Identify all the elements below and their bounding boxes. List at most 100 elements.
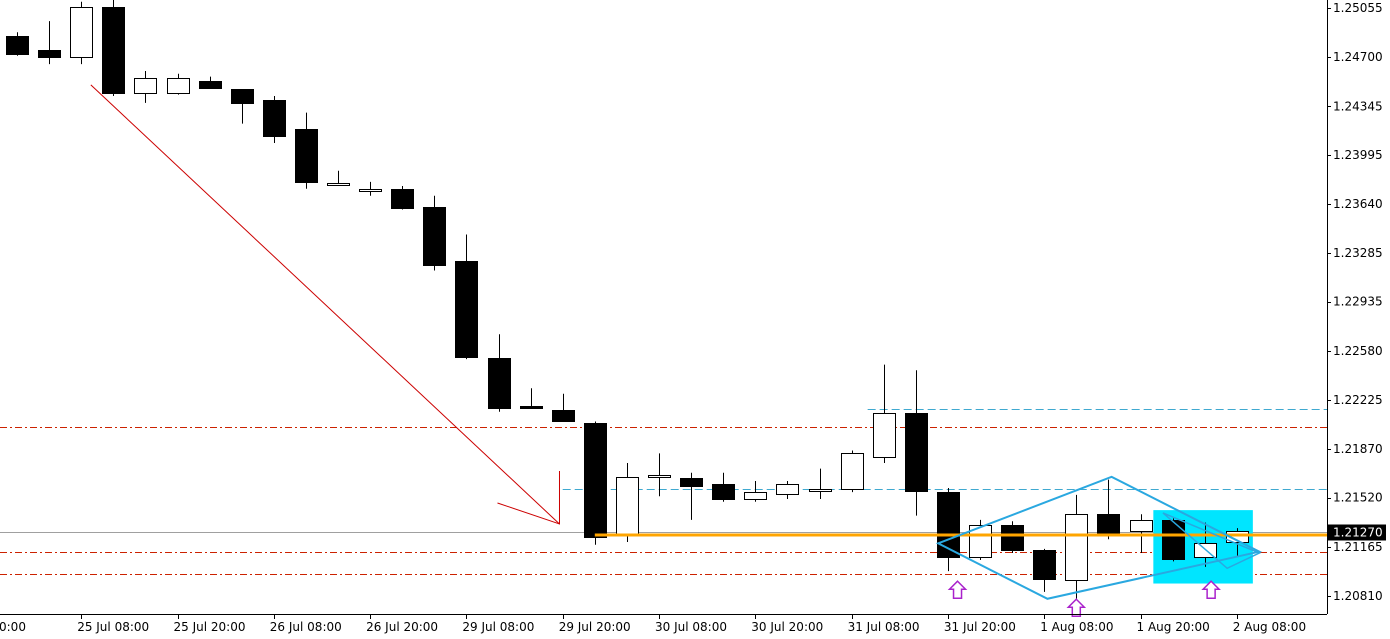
candle-body-up — [167, 78, 190, 94]
candle-32 — [1033, 548, 1056, 592]
price-tick-label: 1.24700 — [1333, 50, 1383, 64]
candle-38 — [1226, 528, 1249, 558]
diamond-pattern — [935, 475, 1263, 600]
candle-body-up — [648, 475, 671, 478]
time-tick-label: 1 Aug 08:00 — [1040, 620, 1113, 634]
candle-body-down — [1001, 525, 1024, 551]
candle-body-up — [744, 492, 767, 500]
candle-28 — [905, 370, 928, 516]
candles-layer — [6, 0, 1249, 599]
price-tick-label: 1.20810 — [1333, 589, 1383, 603]
candle-body-down — [455, 261, 478, 358]
candle-body-down — [391, 189, 414, 209]
candle-25 — [809, 468, 832, 500]
candle-6 — [199, 76, 222, 90]
candle-body-down — [6, 36, 29, 55]
up-arrow-icon — [1066, 598, 1087, 617]
horizontal-lines-layer — [0, 409, 1327, 575]
time-tick-label: 31 Jul 08:00 — [848, 620, 920, 634]
time-tick-label: 25 Jul 20:00 — [174, 620, 246, 634]
candle-body-up — [969, 525, 992, 558]
candle-30 — [969, 519, 992, 560]
up-arrow-icon — [1201, 580, 1221, 599]
price-tick-label: 1.21870 — [1333, 442, 1383, 456]
candle-10 — [327, 170, 350, 186]
candle-33 — [1065, 494, 1088, 599]
current-price-label: 1.21270 — [1333, 526, 1383, 540]
candle-20 — [648, 453, 671, 497]
candle-5 — [167, 73, 190, 95]
time-axis: 0:00 25 Jul 08:00 25 Jul 20:00 26 Jul 08:00… — [0, 614, 1327, 634]
candle-8 — [263, 95, 286, 144]
candle-body-up — [873, 413, 896, 458]
candle-15 — [488, 334, 511, 412]
time-tick-label: 2 Aug 08:00 — [1233, 620, 1306, 634]
candle-13 — [423, 195, 446, 271]
candle-body-down — [38, 50, 61, 58]
candle-12 — [391, 185, 414, 210]
candle-0 — [6, 32, 29, 56]
candle-body-down — [199, 81, 222, 89]
candle-body-down — [680, 478, 703, 487]
candle-16 — [520, 388, 543, 409]
time-tick-label: 31 Jul 20:00 — [944, 620, 1016, 634]
time-tick-label: 29 Jul 08:00 — [462, 620, 534, 634]
price-tick-label: 1.23285 — [1333, 246, 1383, 260]
candle-body-down — [905, 413, 928, 492]
price-tick-label: 1.22580 — [1333, 344, 1383, 358]
candle-body-down — [102, 7, 125, 94]
price-tick-label: 1.21520 — [1333, 491, 1383, 505]
candle-body-up — [1130, 520, 1153, 532]
candle-body-down — [712, 484, 735, 500]
candle-36 — [1162, 518, 1185, 562]
candle-body-down — [1097, 514, 1120, 534]
time-tick-label: 26 Jul 20:00 — [366, 620, 438, 634]
up-arrow-icon — [947, 580, 968, 599]
annotations-layer — [90, 84, 1253, 584]
candle-19 — [616, 463, 639, 542]
candle-18 — [584, 421, 607, 545]
candle-22 — [712, 472, 735, 502]
price-tick-label: 1.23995 — [1333, 148, 1383, 162]
candle-21 — [680, 472, 703, 520]
current-price-box — [1328, 524, 1386, 541]
overlays-layer — [594, 475, 1327, 617]
candle-3 — [102, 0, 125, 96]
candle-1 — [38, 21, 61, 65]
candle-body-down — [1033, 550, 1056, 580]
price-tick-label: 1.22225 — [1333, 393, 1383, 407]
candle-29 — [937, 487, 960, 572]
candle-2 — [70, 1, 93, 65]
time-tick-label: 25 Jul 08:00 — [77, 620, 149, 634]
candle-9 — [295, 112, 318, 189]
price-tick-label: 1.22935 — [1333, 295, 1383, 309]
time-tick-label: 26 Jul 08:00 — [270, 620, 342, 634]
candle-body-up — [359, 189, 382, 192]
candle-body-down — [423, 207, 446, 266]
candle-34 — [1097, 479, 1120, 540]
time-tick-label: 30 Jul 08:00 — [655, 620, 727, 634]
price-tick-label: 1.21165 — [1333, 540, 1383, 554]
candle-body-down — [520, 406, 543, 409]
trend-arrow-line — [90, 84, 560, 525]
price-axis: 1.25055 1.24700 1.24345 1.23995 1.23640 1.232… — [1327, 0, 1386, 614]
candle-7 — [231, 89, 254, 124]
candle-body-up — [1065, 514, 1088, 581]
candle-body-up — [134, 78, 157, 94]
candle-body-up — [327, 183, 350, 186]
candle-27 — [873, 364, 896, 464]
candle-body-down — [263, 100, 286, 137]
price-tick-label: 1.23640 — [1333, 197, 1383, 211]
time-tick-label: 1 Aug 20:00 — [1137, 620, 1210, 634]
candle-23 — [744, 481, 767, 502]
candle-body-up — [841, 453, 864, 490]
price-tick-label: 1.25055 — [1333, 1, 1383, 15]
candle-14 — [455, 234, 478, 360]
candle-body-down — [1162, 520, 1185, 560]
candle-17 — [552, 393, 575, 422]
candle-4 — [134, 71, 157, 103]
candle-26 — [841, 450, 864, 493]
candle-24 — [776, 481, 799, 500]
price-tick-label: 1.24345 — [1333, 99, 1383, 113]
